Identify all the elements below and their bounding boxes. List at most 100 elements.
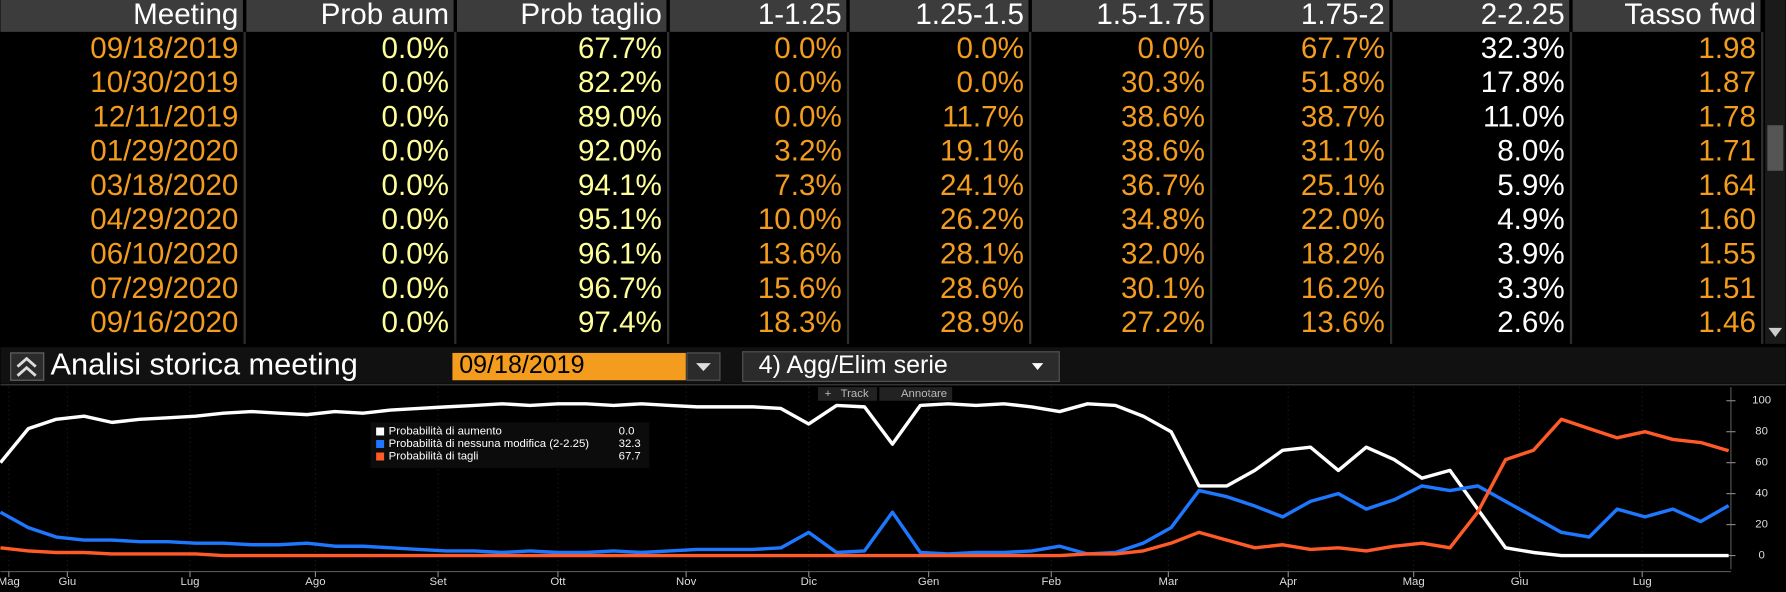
column-header: 1.25-1.5 — [915, 0, 1024, 31]
header-cell — [246, 0, 454, 32]
table-cell: 1.51 — [1698, 272, 1756, 305]
table-cell: 1.87 — [1698, 66, 1756, 99]
table-cell: 0.0% — [382, 66, 449, 99]
track-button[interactable] — [817, 387, 878, 401]
series-arrow — [1031, 363, 1044, 370]
table-cell: 13.6% — [1301, 306, 1385, 339]
table-cell: 0.0% — [1137, 32, 1204, 65]
table-cell: 96.1% — [578, 238, 662, 271]
dropdown-arrow — [696, 363, 711, 372]
table-cell: 34.8% — [1121, 203, 1205, 236]
meeting-date: 04/29/2020 — [90, 203, 238, 236]
legend-value: 67.7 — [619, 451, 641, 463]
x-tick-label: Mag — [0, 576, 20, 588]
table-cell: 19.1% — [940, 135, 1024, 168]
table-cell: 15.6% — [758, 272, 842, 305]
table-cell: 16.2% — [1301, 272, 1385, 305]
table-cell: 92.0% — [578, 135, 662, 168]
table-cell: 8.0% — [1497, 135, 1564, 168]
column-header: Prob aum — [321, 0, 449, 31]
scrollbar[interactable] — [1765, 0, 1786, 344]
table-cell: 1.46 — [1698, 306, 1756, 339]
table-cell: 28.1% — [940, 238, 1024, 271]
meeting-date: 01/29/2020 — [90, 135, 238, 168]
header-cell — [0, 0, 243, 32]
header-cell — [849, 0, 1029, 32]
track-icon: + — [825, 388, 832, 400]
table-cell: 3.3% — [1497, 272, 1564, 305]
meeting-date: 09/16/2020 — [90, 306, 238, 339]
table-cell: 11.0% — [1483, 100, 1565, 133]
meeting-date: 12/11/2019 — [92, 100, 238, 133]
table-cell: 28.6% — [940, 272, 1024, 305]
table-cell: 4.9% — [1497, 203, 1564, 236]
y-tick-label: 0 — [1758, 550, 1764, 562]
table-cell: 1.71 — [1698, 135, 1756, 168]
y-tick-label: 20 — [1755, 519, 1768, 531]
legend-box — [370, 422, 650, 468]
x-tick-label: Nov — [676, 576, 697, 588]
annotate-button[interactable] — [879, 387, 953, 401]
meeting-date: 06/10/2020 — [90, 238, 238, 271]
table-cell: 18.3% — [758, 306, 842, 339]
table-cell: 51.8% — [1301, 66, 1385, 99]
table-cell: 32.0% — [1121, 238, 1205, 271]
legend-label: Probabilità di aumento — [389, 425, 502, 437]
x-tick-label: Giu — [1511, 576, 1529, 588]
table-cell: 27.2% — [1121, 306, 1205, 339]
table-cell: 0.0% — [382, 169, 449, 202]
y-tick-label: 40 — [1755, 488, 1768, 500]
legend-value: 32.3 — [619, 438, 641, 450]
table-cell: 31.1% — [1301, 135, 1385, 168]
x-tick-label: Set — [430, 576, 448, 588]
table-cell: 28.9% — [940, 306, 1024, 339]
table-cell: 96.7% — [578, 272, 662, 305]
table-cell: 7.3% — [774, 169, 841, 202]
table-cell: 0.0% — [382, 100, 449, 133]
table-cell: 97.4% — [578, 306, 662, 339]
table-cell: 22.0% — [1301, 203, 1385, 236]
legend-swatch — [376, 440, 385, 448]
table-cell: 89.0% — [578, 100, 662, 133]
series-line — [0, 484, 1730, 556]
legend-swatch — [376, 452, 385, 461]
x-tick-label: Mag — [1403, 576, 1425, 588]
date-dropdown[interactable] — [686, 352, 721, 381]
table-cell: 38.6% — [1121, 135, 1205, 168]
column-header: Meeting — [133, 0, 238, 31]
header-cell — [456, 0, 667, 32]
table-cell: 95.1% — [578, 203, 662, 236]
table-cell: 0.0% — [956, 66, 1023, 99]
legend-value: 0.0 — [619, 425, 635, 437]
table-cell: 0.0% — [774, 32, 841, 65]
meeting-date: 10/30/2019 — [90, 66, 238, 99]
table-cell: 5.9% — [1497, 169, 1564, 202]
table-cell: 0.0% — [774, 66, 841, 99]
table-cell: 26.2% — [940, 203, 1024, 236]
series-button[interactable] — [742, 351, 1060, 382]
x-tick-label: Ott — [550, 576, 566, 588]
track-label: Track — [841, 388, 869, 400]
column-header: 2-2.25 — [1481, 0, 1565, 31]
x-tick-label: Giu — [58, 576, 76, 588]
table: Meeting Prob aum Prob taglio 1-1.25 1.25-1.5… — [0, 0, 1764, 344]
table-cell: 3.9% — [1497, 238, 1564, 271]
table-cell: 2.6% — [1497, 306, 1564, 339]
header-cell — [1031, 0, 1210, 32]
header-cell — [669, 0, 847, 32]
date-input[interactable] — [452, 352, 686, 381]
table-cell: 25.1% — [1301, 169, 1385, 202]
y-tick-label: 80 — [1755, 426, 1768, 438]
scroll-down[interactable] — [1768, 327, 1783, 337]
column-header: Prob taglio — [520, 0, 661, 31]
x-tick-label: Feb — [1041, 576, 1061, 588]
table-cell: 30.1% — [1121, 272, 1205, 305]
legend-label: Probabilità di nessuna modifica (2-2.25) — [389, 438, 590, 450]
x-tick-label: Lug — [180, 576, 199, 588]
column-header: Tasso fwd — [1624, 0, 1756, 31]
chart: 0 20 40 60 80 100 Mag Giu Lug Ago Set Ott Nov Dic Gen F… — [0, 387, 1771, 588]
scroll-thumb[interactable] — [1767, 125, 1784, 171]
column-header: 1-1.25 — [758, 0, 842, 31]
